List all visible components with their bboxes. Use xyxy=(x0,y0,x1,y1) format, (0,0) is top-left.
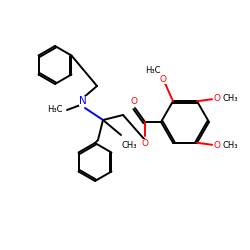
Text: H₃C: H₃C xyxy=(47,106,63,114)
Text: O: O xyxy=(160,75,166,84)
Text: O: O xyxy=(214,94,220,103)
Text: CH₃: CH₃ xyxy=(121,140,137,149)
Text: CH₃: CH₃ xyxy=(222,94,238,103)
Text: O: O xyxy=(142,138,148,147)
Text: CH₃: CH₃ xyxy=(222,141,238,150)
Text: O: O xyxy=(130,96,138,106)
Text: O: O xyxy=(214,141,220,150)
Text: H₃C: H₃C xyxy=(145,66,161,75)
Text: N: N xyxy=(79,96,87,106)
